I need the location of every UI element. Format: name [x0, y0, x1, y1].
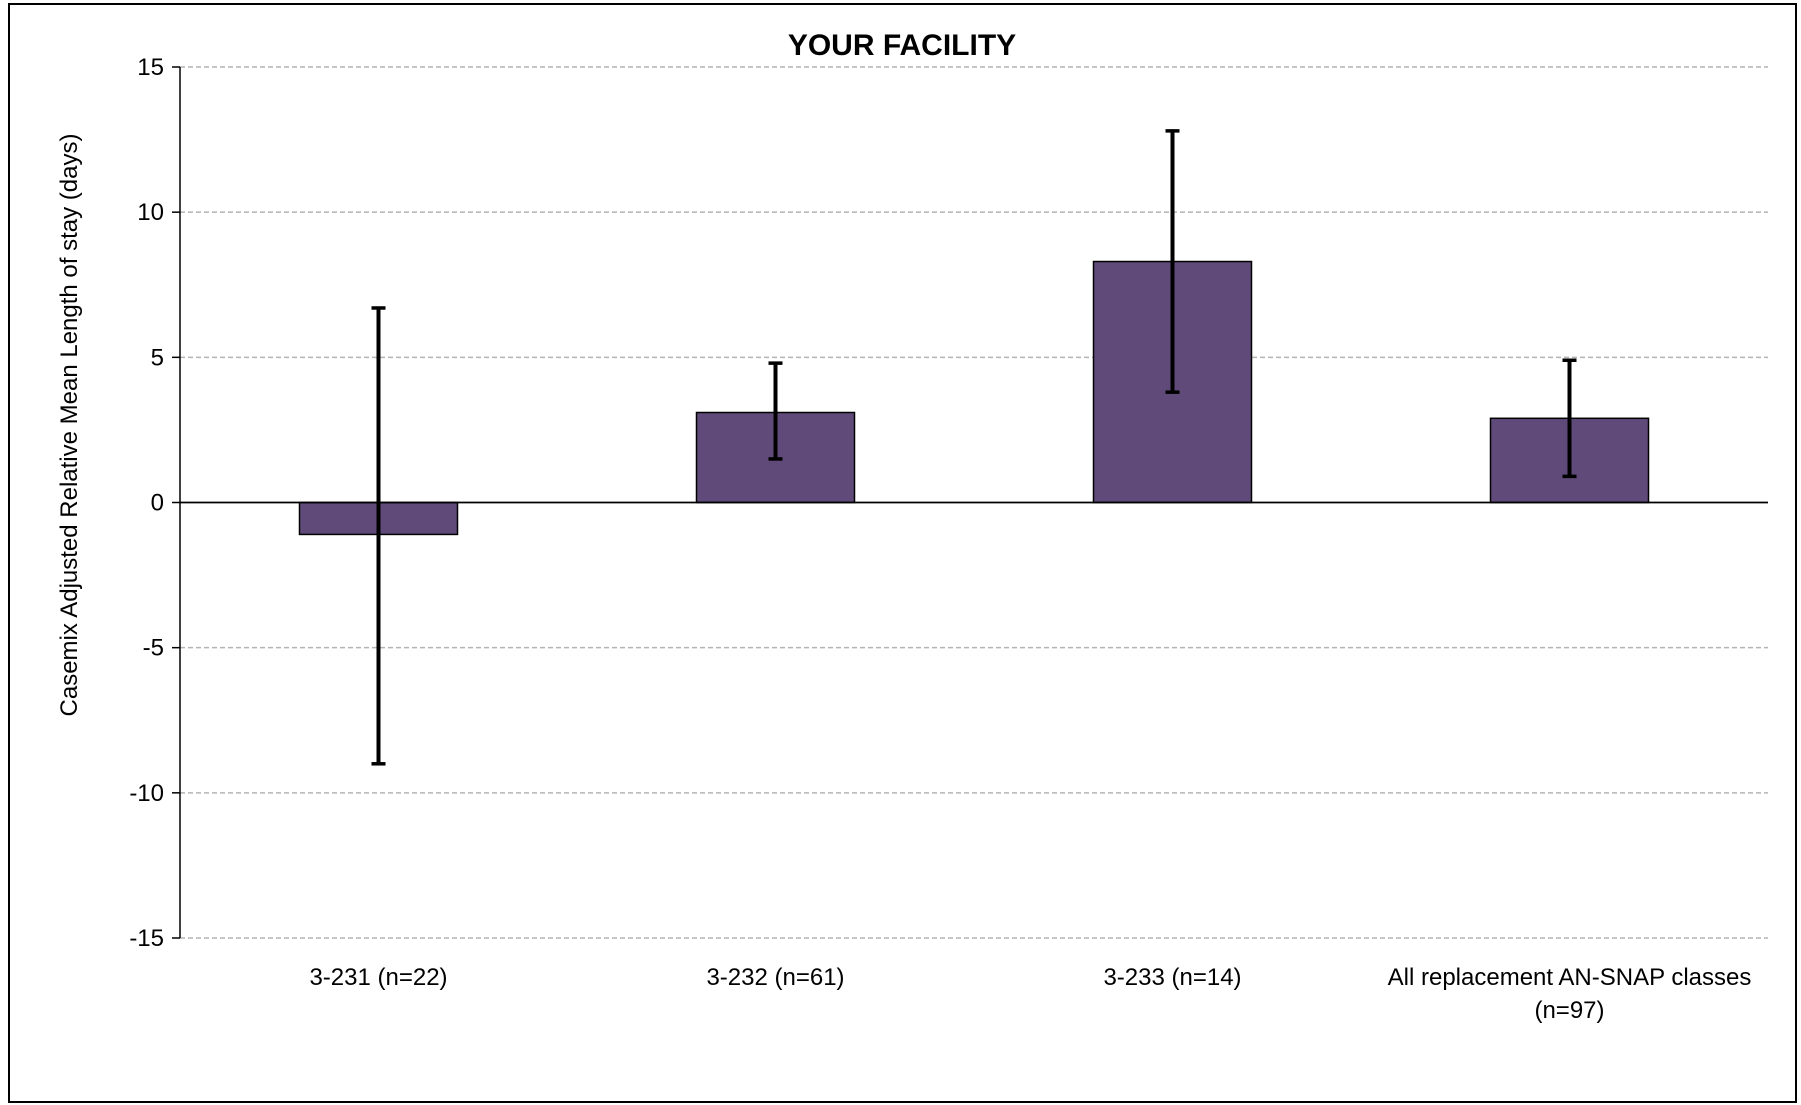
- axes: [172, 66, 1768, 939]
- category-label: 3-233 (n=14): [1103, 964, 1241, 991]
- y-tick-label: 5: [151, 344, 164, 371]
- category-label: (n=97): [1534, 997, 1604, 1024]
- y-tick-label: 0: [151, 490, 164, 517]
- error-bars: [371, 129, 1577, 766]
- y-tick-label: -15: [129, 925, 164, 952]
- category-label: All replacement AN-SNAP classes: [1388, 964, 1752, 991]
- y-tick-label: 10: [137, 199, 164, 226]
- y-tick-label: -10: [129, 780, 164, 807]
- bars: [298, 260, 1650, 536]
- y-axis-label: Casemix Adjusted Relative Mean Length of…: [56, 134, 83, 717]
- axis-labels: 15 10 5 0 -5 -10 -15 3-231 (n=22) 3-232 (n=61) 3-…: [129, 54, 1751, 1024]
- category-label: 3-231 (n=22): [309, 964, 447, 991]
- gridlines: [180, 66, 1768, 939]
- chart-frame: YOUR FACILITY Casemix Adjusted Relative …: [8, 3, 1797, 1103]
- y-tick-label: 15: [137, 54, 164, 81]
- chart-title: YOUR FACILITY: [788, 29, 1016, 62]
- category-label: 3-232 (n=61): [706, 964, 844, 991]
- bar-chart: YOUR FACILITY Casemix Adjusted Relative …: [56, 29, 1768, 1024]
- y-tick-label: -5: [143, 635, 164, 662]
